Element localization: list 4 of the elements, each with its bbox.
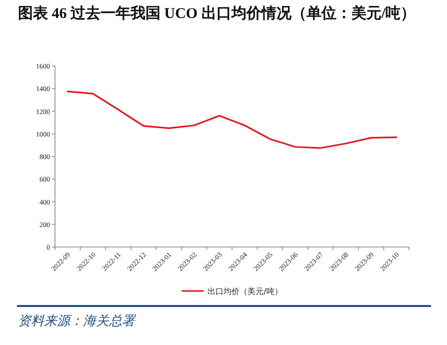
text: 资料来源：海关总署 — [18, 312, 135, 330]
legend-label: 出口均价（美元/吨） — [208, 287, 282, 296]
chart-title: 图表 46 过去一年我国 UCO 出口均价情况（单位：美元/吨） — [18, 4, 416, 24]
line-series — [66, 90, 398, 149]
